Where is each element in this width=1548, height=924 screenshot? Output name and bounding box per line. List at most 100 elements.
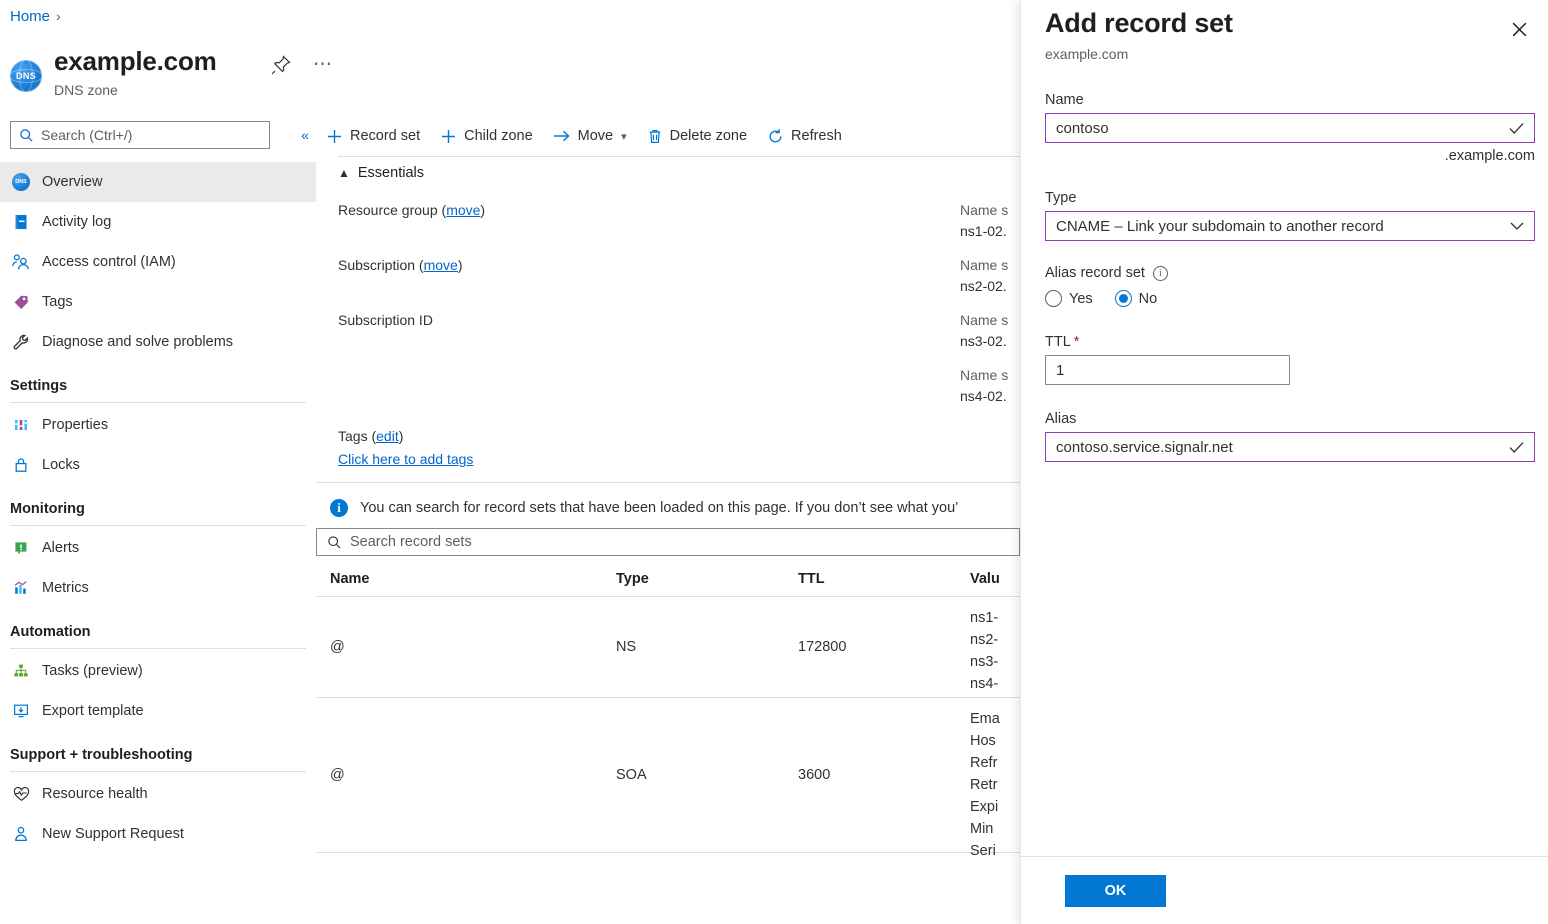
cell-name: @	[330, 639, 345, 655]
value-line: ns2-	[970, 632, 999, 648]
info-icon: i	[330, 498, 348, 517]
sidebar-item-export-template[interactable]: Export template	[0, 691, 316, 731]
page-title: example.com	[54, 46, 217, 76]
panel-subtitle: example.com	[1045, 46, 1129, 62]
alias-target-input[interactable]: contoso.service.signalr.net	[1045, 432, 1535, 462]
name-field-label: Name	[1045, 92, 1084, 108]
sidebar-nav-list: DNS Overview Activity log Access control…	[0, 162, 316, 854]
value-line: Ema	[970, 711, 1000, 727]
name-server-value: ns4-02.	[960, 388, 1007, 404]
move-link[interactable]: move	[446, 202, 481, 218]
sidebar-item-properties[interactable]: Properties	[0, 405, 316, 445]
info-banner: i You can search for record sets that ha…	[316, 490, 1020, 525]
sidebar-item-label: Diagnose and solve problems	[42, 334, 234, 350]
wrench-icon	[10, 331, 32, 353]
divider	[10, 402, 306, 403]
move-button[interactable]: Move ▾	[543, 120, 637, 152]
ellipsis-icon[interactable]: ⋯	[313, 54, 333, 75]
essentials-row: Resource group (move)	[338, 202, 1020, 257]
value-line: ns4-	[970, 676, 999, 692]
sidebar-item-new-support-request[interactable]: New Support Request	[0, 814, 316, 854]
alias-record-set-label-row: Alias record set i	[1045, 265, 1535, 281]
divider	[338, 156, 1020, 157]
command-label: Record set	[350, 128, 421, 144]
sidebar-item-label: Tasks (preview)	[42, 663, 143, 679]
chevron-double-left-icon[interactable]: «	[301, 127, 309, 143]
sidebar-item-activity-log[interactable]: Activity log	[0, 202, 316, 242]
name-input[interactable]: contoso	[1045, 113, 1535, 143]
sidebar-item-label: Metrics	[42, 580, 89, 596]
divider	[10, 771, 306, 772]
sidebar-item-label: Overview	[42, 174, 103, 190]
column-header-type[interactable]: Type	[616, 571, 649, 587]
alias-target-value: contoso.service.signalr.net	[1056, 438, 1233, 456]
radio-dot	[1114, 290, 1132, 307]
tag-icon	[10, 291, 32, 313]
essentials-left-column: Resource group (move) Subscription (move…	[338, 202, 1020, 367]
sidebar-item-metrics[interactable]: Metrics	[0, 568, 316, 608]
pin-icon[interactable]	[268, 52, 294, 78]
value-line: Hos	[970, 733, 996, 749]
refresh-button[interactable]: Refresh	[757, 120, 852, 152]
sidebar-item-resource-health[interactable]: Resource health	[0, 774, 316, 814]
column-header-value[interactable]: Valu	[970, 571, 1000, 587]
cell-value: ns1- ns2- ns3- ns4-	[970, 597, 1020, 697]
table-row[interactable]: @ NS 172800 ns1- ns2- ns3- ns4-	[316, 597, 1020, 698]
close-icon[interactable]	[1504, 14, 1534, 44]
type-select[interactable]: CNAME – Link your subdomain to another r…	[1045, 211, 1535, 241]
sidebar-group-title: Settings	[10, 378, 68, 394]
sidebar-item-tasks[interactable]: Tasks (preview)	[0, 651, 316, 691]
sidebar-item-alerts[interactable]: Alerts	[0, 528, 316, 568]
sidebar-item-access-control[interactable]: Access control (IAM)	[0, 242, 316, 282]
value-line: Seri	[970, 843, 996, 859]
checkmark-icon	[1509, 441, 1524, 454]
breadcrumb-home[interactable]: Home	[10, 8, 51, 25]
name-server-entry: Name s ns4-02.	[960, 367, 1020, 422]
add-record-set-button[interactable]: Record set	[316, 120, 430, 152]
alias-radio-no[interactable]: No	[1114, 290, 1158, 307]
search-input[interactable]: Search (Ctrl+/)	[10, 121, 270, 149]
cell-value: Ema Hos Refr Retr Expi Min Seri	[970, 698, 1020, 859]
search-icon	[19, 128, 34, 143]
move-link[interactable]: move	[423, 257, 458, 273]
add-child-zone-button[interactable]: Child zone	[430, 120, 543, 152]
record-search-input[interactable]: Search record sets	[316, 528, 1020, 556]
ok-button[interactable]: OK	[1065, 875, 1166, 907]
trash-icon	[647, 128, 663, 145]
command-label: Move	[577, 128, 614, 144]
type-field-group: Type CNAME – Link your subdomain to anot…	[1045, 190, 1535, 241]
sidebar-item-diagnose[interactable]: Diagnose and solve problems	[0, 322, 316, 362]
table-header-row: Name Type TTL Valu	[316, 562, 1020, 597]
essentials-right-column: Name s ns1-02. Name s ns2-02. Name s ns3…	[960, 202, 1020, 422]
name-input-value: contoso	[1056, 119, 1109, 137]
tags-area: Tags (edit) Click here to add tags	[338, 428, 473, 467]
value-line: Retr	[970, 777, 998, 793]
info-circle-icon[interactable]: i	[1152, 265, 1168, 281]
alias-radio-yes[interactable]: Yes	[1045, 290, 1093, 307]
checkmark-icon	[1509, 122, 1524, 135]
chevron-up-icon: ▲	[338, 166, 350, 180]
radio-dot	[1045, 290, 1062, 307]
essentials-row: Subscription ID	[338, 312, 1020, 367]
sidebar-group-settings: Settings	[0, 362, 316, 405]
add-tags-link[interactable]: Click here to add tags	[338, 451, 474, 467]
sidebar-item-locks[interactable]: Locks	[0, 445, 316, 485]
divider	[10, 648, 306, 649]
tags-edit-link[interactable]: edit	[376, 428, 399, 444]
command-label: Refresh	[791, 128, 842, 144]
delete-zone-button[interactable]: Delete zone	[637, 120, 757, 152]
alias-record-set-label: Alias record set	[1045, 265, 1145, 281]
essentials-toggle[interactable]: ▲ Essentials	[338, 165, 424, 181]
radio-label: No	[1138, 290, 1158, 307]
type-select-value: CNAME – Link your subdomain to another r…	[1056, 217, 1384, 235]
sidebar-item-overview[interactable]: DNS Overview	[0, 162, 316, 202]
column-header-name[interactable]: Name	[330, 571, 370, 587]
value-line: Expi	[970, 799, 999, 815]
sidebar-group-title: Support + troubleshooting	[10, 747, 193, 763]
table-row[interactable]: @ SOA 3600 Ema Hos Refr Retr Expi Min Se…	[316, 698, 1020, 859]
value-line: ns3-	[970, 654, 999, 670]
column-header-ttl[interactable]: TTL	[798, 571, 825, 587]
sidebar-item-label: Export template	[42, 703, 144, 719]
sidebar-item-tags[interactable]: Tags	[0, 282, 316, 322]
ttl-input[interactable]: 1	[1045, 355, 1290, 385]
